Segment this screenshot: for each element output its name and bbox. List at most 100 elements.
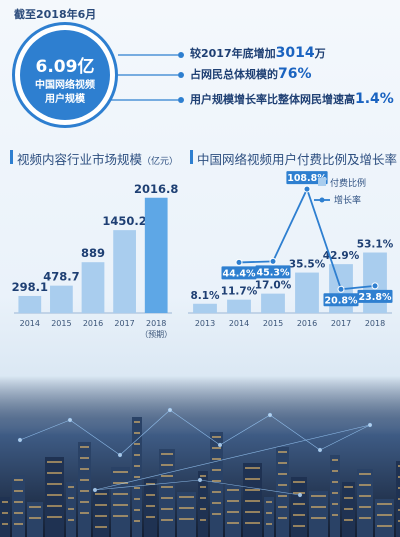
building-light bbox=[359, 484, 371, 486]
building-light bbox=[293, 503, 305, 505]
building-light bbox=[212, 458, 221, 460]
building-light bbox=[68, 519, 74, 521]
date-label: 截至2018年6月 bbox=[14, 8, 97, 21]
building-light bbox=[227, 500, 239, 502]
building-light bbox=[179, 496, 194, 498]
building-light bbox=[266, 512, 272, 514]
building-light bbox=[278, 506, 287, 508]
stat-share-value: 76% bbox=[278, 66, 312, 82]
growth-point-2017 bbox=[337, 285, 345, 293]
market-size-title-text: 视频内容行业市场规模 bbox=[17, 152, 143, 167]
paid-label-2018: 53.1% bbox=[357, 239, 394, 251]
building-light bbox=[161, 464, 173, 466]
growth-label-box-2016 bbox=[286, 171, 328, 185]
building-light bbox=[179, 518, 194, 520]
tick-label-2015: 2015 bbox=[263, 319, 283, 328]
building-light bbox=[80, 501, 89, 503]
tick-label-2014: 2014 bbox=[20, 319, 40, 328]
building-light bbox=[293, 525, 305, 527]
building-light bbox=[398, 487, 400, 489]
growth-point-2014 bbox=[235, 258, 243, 266]
building-light bbox=[134, 509, 140, 511]
building-light bbox=[161, 508, 173, 510]
building-light bbox=[245, 511, 260, 513]
stat-increase: 较2017年底增加3014万 bbox=[190, 45, 326, 61]
building-light bbox=[134, 421, 140, 423]
stat-increase-value: 3014 bbox=[275, 45, 315, 61]
building-light bbox=[266, 523, 272, 525]
building-light bbox=[146, 494, 155, 496]
paid-bar-2016 bbox=[295, 272, 319, 313]
building-light bbox=[200, 508, 206, 510]
network-node bbox=[217, 442, 223, 448]
building-light bbox=[47, 461, 62, 463]
building bbox=[78, 442, 91, 537]
network-node bbox=[267, 412, 273, 418]
tick-label-2017: 2017 bbox=[114, 319, 134, 328]
tick-label-2018: 2018 bbox=[146, 319, 166, 328]
building-light bbox=[359, 495, 371, 497]
building-light bbox=[134, 520, 140, 522]
network-node bbox=[367, 422, 373, 428]
network-node bbox=[117, 452, 123, 458]
building-light bbox=[398, 520, 400, 522]
building-light bbox=[68, 508, 74, 510]
growth-point-2016 bbox=[303, 185, 311, 193]
building-light bbox=[2, 501, 8, 503]
building-light bbox=[146, 505, 155, 507]
tick-label-2015: 2015 bbox=[51, 319, 71, 328]
user-scale-value: 6.09亿 bbox=[35, 57, 95, 77]
building-light bbox=[161, 486, 173, 488]
building-light bbox=[161, 497, 173, 499]
market-size-title: 视频内容行业市场规模（亿元） bbox=[17, 149, 178, 168]
network-line bbox=[169, 409, 221, 446]
building-light bbox=[359, 517, 371, 519]
building bbox=[27, 502, 43, 537]
building bbox=[330, 455, 340, 537]
network-node bbox=[17, 437, 23, 443]
building-light bbox=[29, 506, 41, 508]
building-light bbox=[332, 481, 338, 483]
summary-connectors bbox=[110, 54, 178, 101]
building bbox=[264, 497, 274, 537]
data-label-2016: 889 bbox=[81, 246, 105, 260]
building-light bbox=[80, 490, 89, 492]
bar-2016 bbox=[81, 262, 105, 313]
data-label-2015: 478.7 bbox=[43, 270, 79, 284]
building-light bbox=[278, 484, 287, 486]
building-light bbox=[332, 514, 338, 516]
building-light bbox=[332, 503, 338, 505]
building-light bbox=[113, 471, 128, 473]
building-light bbox=[80, 468, 89, 470]
network-node bbox=[92, 487, 98, 493]
paid-bar-2014 bbox=[227, 299, 251, 313]
market-size-chart: 298.1 2014 478.7 2015 889 2016 1450.2 2017 2016.… bbox=[12, 182, 179, 339]
building bbox=[291, 477, 307, 537]
building-light bbox=[95, 504, 107, 506]
building-light bbox=[14, 490, 23, 492]
building-light bbox=[359, 473, 371, 475]
building-light bbox=[332, 459, 338, 461]
building-light bbox=[47, 516, 62, 518]
building-light bbox=[134, 443, 140, 445]
building-light bbox=[344, 519, 353, 521]
tick-label-2016: 2016 bbox=[297, 319, 317, 328]
building-light bbox=[266, 501, 272, 503]
legend-label-paid: 付费比例 bbox=[330, 177, 366, 189]
building-light bbox=[14, 512, 23, 514]
tick-label-2018: 2018 bbox=[365, 319, 385, 328]
building-light bbox=[398, 476, 400, 478]
stat-bullet-2 bbox=[178, 72, 184, 78]
building-light bbox=[278, 462, 287, 464]
building-light bbox=[113, 482, 128, 484]
building-light bbox=[332, 470, 338, 472]
building-light bbox=[200, 519, 206, 521]
paid-label-2013: 8.1% bbox=[190, 290, 220, 302]
skyline-buildings bbox=[0, 417, 400, 537]
building-light bbox=[29, 517, 41, 519]
building-light bbox=[344, 497, 353, 499]
building-light bbox=[161, 475, 173, 477]
building-light bbox=[14, 523, 23, 525]
building-light bbox=[212, 469, 221, 471]
building-light bbox=[113, 493, 128, 495]
